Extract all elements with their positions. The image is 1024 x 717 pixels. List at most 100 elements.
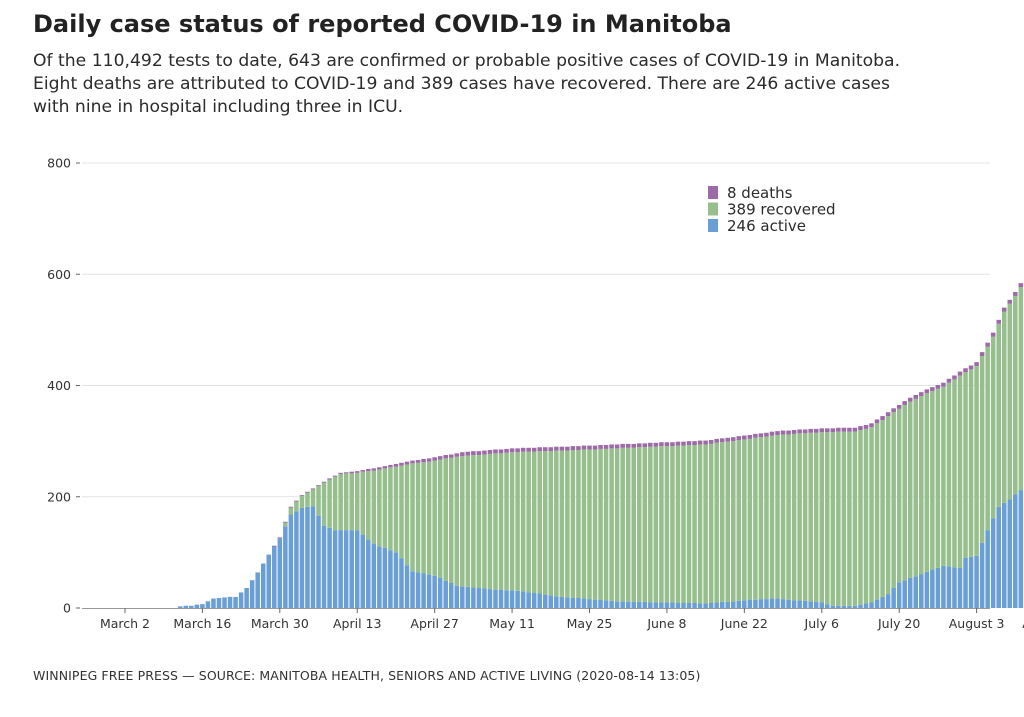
bar-active: [587, 599, 592, 608]
bar-recovered: [609, 448, 614, 601]
bar-active: [891, 587, 896, 608]
bar-recovered: [670, 446, 675, 603]
bar-recovered: [703, 444, 708, 604]
subtitle-line: Eight deaths are attributed to COVID-19 …: [33, 74, 890, 94]
bar-deaths: [388, 465, 393, 468]
bar-active: [294, 511, 299, 608]
bar-recovered: [614, 448, 620, 602]
bar-recovered: [1013, 295, 1018, 495]
bar-active: [990, 518, 996, 608]
bar-active: [780, 599, 786, 608]
bar-active: [825, 604, 830, 608]
bar-recovered: [283, 522, 288, 527]
bar-recovered: [393, 466, 399, 553]
bar-active: [194, 604, 200, 608]
bar-recovered: [526, 451, 531, 593]
bar-deaths: [399, 462, 404, 466]
y-tick-label: 200: [47, 489, 71, 504]
bar-deaths: [758, 433, 764, 438]
bar-recovered: [775, 435, 780, 599]
bar-active: [631, 601, 636, 608]
bar-active: [907, 577, 913, 608]
x-tick-label: March 30: [251, 616, 309, 631]
bar-recovered: [935, 388, 941, 568]
bar-recovered: [520, 451, 526, 592]
bar-deaths: [725, 437, 731, 442]
bar-recovered: [664, 446, 670, 603]
bar-deaths: [885, 412, 891, 417]
bar-deaths: [692, 441, 697, 446]
bar-active: [847, 605, 852, 608]
bar-recovered: [996, 323, 1001, 507]
bar-recovered: [836, 431, 841, 606]
bar-recovered: [471, 455, 476, 588]
bar-deaths: [830, 428, 836, 433]
bar-recovered: [885, 416, 891, 595]
bar-series: [178, 283, 1024, 609]
bar-deaths: [731, 437, 736, 442]
bar-active: [415, 572, 421, 608]
bar-recovered: [869, 427, 874, 603]
bar-recovered: [620, 447, 625, 602]
bar-active: [260, 563, 266, 608]
bar-deaths: [421, 458, 426, 463]
bar-active: [426, 574, 432, 609]
bar-active: [338, 530, 343, 609]
bar-active: [620, 601, 625, 608]
bar-active: [299, 507, 305, 609]
bar-recovered: [537, 451, 542, 594]
bar-active: [952, 567, 957, 608]
bar-recovered: [316, 485, 321, 516]
bar-active: [288, 514, 294, 608]
bar-active: [332, 530, 338, 609]
bar-active: [957, 567, 963, 608]
bar-recovered: [719, 442, 725, 602]
bar-recovered: [603, 448, 609, 601]
x-tick-label: June 22: [720, 616, 768, 631]
bar-active: [946, 566, 952, 608]
bar-recovered: [653, 446, 659, 603]
bar-recovered: [825, 432, 830, 605]
bar-recovered: [675, 445, 681, 603]
bar-deaths: [294, 500, 299, 502]
bar-deaths: [482, 450, 487, 455]
bar-active: [852, 605, 858, 608]
bar-active: [742, 600, 747, 608]
bar-active: [410, 571, 415, 608]
bar-active: [581, 598, 587, 608]
bar-active: [388, 550, 393, 608]
bar-recovered: [880, 419, 885, 597]
bar-deaths: [775, 431, 780, 435]
bar-recovered: [371, 470, 377, 545]
bar-deaths: [664, 442, 670, 447]
bar-deaths: [841, 427, 847, 432]
bar-deaths: [354, 471, 360, 473]
bar-deaths: [708, 440, 714, 444]
bar-recovered: [847, 431, 852, 606]
bar-recovered: [542, 451, 548, 595]
bar-deaths: [924, 389, 930, 394]
bar-active: [283, 526, 288, 608]
bar-recovered: [559, 450, 565, 597]
bar-recovered: [399, 465, 404, 559]
bar-deaths: [653, 442, 659, 447]
bar-recovered: [548, 451, 554, 596]
bar-recovered: [891, 412, 896, 588]
bar-active: [377, 546, 382, 608]
bar-recovered: [354, 472, 360, 531]
bar-deaths: [310, 488, 316, 490]
bar-deaths: [863, 424, 869, 429]
bar-deaths: [907, 397, 913, 402]
bar-active: [708, 602, 714, 608]
bar-recovered: [565, 450, 570, 598]
bar-active: [310, 506, 316, 608]
bar-recovered: [531, 451, 537, 593]
bar-deaths: [542, 447, 548, 452]
bar-active: [703, 603, 708, 608]
y-tick-label: 0: [63, 601, 71, 616]
bar-deaths: [625, 443, 631, 448]
bar-deaths: [520, 447, 526, 452]
bar-active: [471, 587, 476, 608]
bar-deaths: [603, 445, 609, 449]
bar-active: [775, 598, 780, 608]
